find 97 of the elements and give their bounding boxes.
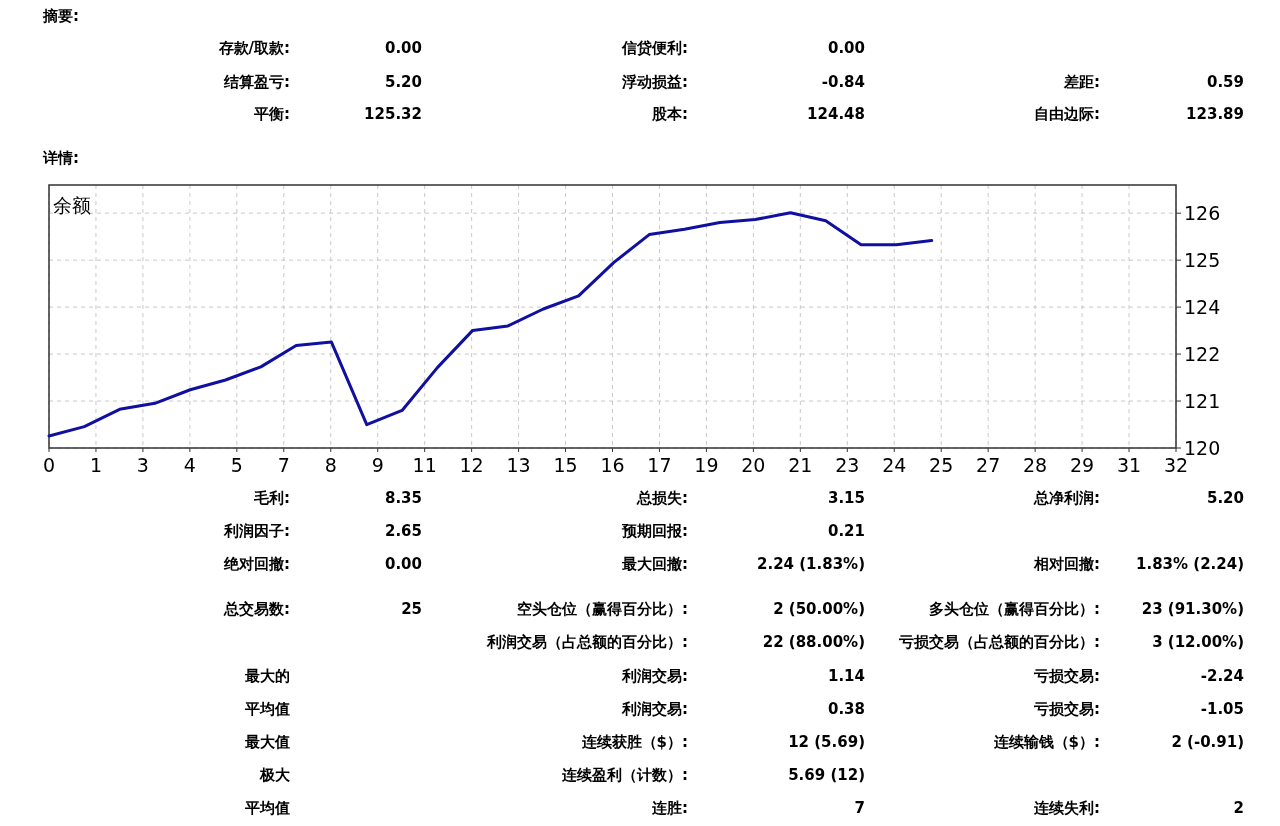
- text: 124.48: [807, 105, 865, 123]
- text: 空头仓位（赢得百分比）:: [517, 600, 688, 618]
- text: 总交易数:: [223, 600, 290, 618]
- text: 平衡:: [253, 105, 290, 123]
- text: 1.83% (2.24): [1136, 555, 1244, 573]
- text: 0.21: [827, 522, 865, 540]
- text: 0.38: [827, 700, 865, 718]
- x-tick-label: 13: [506, 454, 531, 476]
- text: 自由边际:: [1034, 105, 1100, 123]
- text: -0.84: [821, 73, 865, 91]
- text: 详情:: [42, 149, 79, 167]
- text: 22 (88.00%): [762, 633, 865, 651]
- y-tick-label: 122: [1184, 343, 1221, 366]
- x-tick-label: 12: [459, 454, 484, 476]
- x-tick-label: 19: [694, 454, 719, 476]
- text: 2: [1233, 799, 1244, 817]
- text: 最大的: [244, 667, 290, 685]
- text: 结算盈亏:: [223, 73, 290, 91]
- text: 浮动损益:: [621, 73, 688, 91]
- text: 存款/取款:: [217, 39, 290, 57]
- text: 8.35: [384, 489, 422, 507]
- text: 2 (-0.91): [1171, 733, 1244, 751]
- x-tick-label: 23: [835, 454, 860, 476]
- text: 利润交易:: [621, 667, 688, 685]
- text: 预期回报:: [621, 522, 688, 540]
- x-tick-label: 11: [412, 454, 437, 476]
- text: 3.15: [827, 489, 865, 507]
- x-tick-label: 28: [1023, 454, 1048, 476]
- x-tick-label: 17: [647, 454, 672, 476]
- text: 平均值: [244, 700, 290, 718]
- text: 最大回撤:: [621, 555, 688, 573]
- x-tick-label: 21: [788, 454, 813, 476]
- text: 连续盈利（计数）:: [561, 766, 688, 784]
- text: 2.24 (1.83%): [757, 555, 865, 573]
- text: 信贷便利:: [621, 39, 688, 57]
- text: 最大值: [244, 733, 290, 751]
- text: 亏损交易（占总额的百分比）:: [898, 633, 1100, 651]
- text: 差距:: [1063, 73, 1100, 91]
- text: 0.00: [827, 39, 865, 57]
- text: 连续失利:: [1033, 799, 1100, 817]
- text: 25: [401, 600, 422, 618]
- text: 毛利:: [253, 489, 290, 507]
- x-tick-label: 16: [600, 454, 625, 476]
- x-tick-label: 5: [230, 454, 243, 476]
- y-tick-label: 124: [1184, 296, 1221, 319]
- text: 123.89: [1186, 105, 1244, 123]
- x-tick-label: 15: [553, 454, 578, 476]
- y-tick-label: 126: [1184, 202, 1221, 225]
- x-tick-label: 25: [929, 454, 954, 476]
- y-tick-label: 125: [1184, 249, 1221, 272]
- text: 余额: [53, 194, 91, 216]
- text: 23 (91.30%): [1141, 600, 1244, 618]
- text: 相对回撤:: [1033, 555, 1100, 573]
- text: 5.69 (12): [788, 766, 865, 784]
- text: 5.20: [1206, 489, 1244, 507]
- y-tick-label: 121: [1184, 390, 1221, 413]
- text: 0.00: [384, 555, 422, 573]
- text: 利润交易:: [621, 700, 688, 718]
- text: 亏损交易:: [1033, 700, 1100, 718]
- x-tick-label: 7: [277, 454, 290, 476]
- text: 平均值: [244, 799, 290, 817]
- x-tick-label: 1: [89, 454, 103, 476]
- x-tick-label: 8: [324, 454, 337, 476]
- x-tick-label: 3: [136, 454, 149, 476]
- text: 连续获胜（$）:: [580, 733, 688, 751]
- text: 连续输钱（$）:: [992, 733, 1100, 751]
- text: 利润因子:: [223, 522, 290, 540]
- text: 2.65: [384, 522, 422, 540]
- text: 5.20: [384, 73, 422, 91]
- text: 125.32: [364, 105, 422, 123]
- text: -1.05: [1200, 700, 1244, 718]
- x-tick-label: 0: [42, 454, 56, 476]
- text: 1.14: [827, 667, 865, 685]
- text: 0.59: [1206, 73, 1244, 91]
- text: 总净利润:: [1033, 489, 1100, 507]
- x-tick-label: 20: [741, 454, 766, 476]
- x-tick-label: 9: [371, 454, 384, 476]
- x-tick-label: 27: [976, 454, 1001, 476]
- text: 股本:: [651, 105, 688, 123]
- text: 绝对回撤:: [223, 555, 290, 573]
- text: 连胜:: [651, 799, 688, 817]
- text: 0.00: [384, 39, 422, 57]
- text: -2.24: [1200, 667, 1244, 685]
- x-tick-label: 24: [882, 454, 907, 476]
- x-tick-label: 29: [1069, 454, 1095, 476]
- text: 多头仓位（赢得百分比）:: [929, 600, 1100, 618]
- x-tick-label: 4: [183, 454, 196, 476]
- text: 极大: [259, 766, 291, 784]
- x-tick-label: 31: [1116, 454, 1142, 476]
- text: 亏损交易:: [1033, 667, 1100, 685]
- text: 3 (12.00%): [1152, 633, 1244, 651]
- text: 总损失:: [636, 489, 688, 507]
- text: 12 (5.69): [788, 733, 865, 751]
- text: 7: [854, 799, 865, 817]
- text: 2 (50.00%): [773, 600, 865, 618]
- text: 利润交易（占总额的百分比）:: [486, 633, 688, 651]
- text: 摘要:: [42, 7, 79, 25]
